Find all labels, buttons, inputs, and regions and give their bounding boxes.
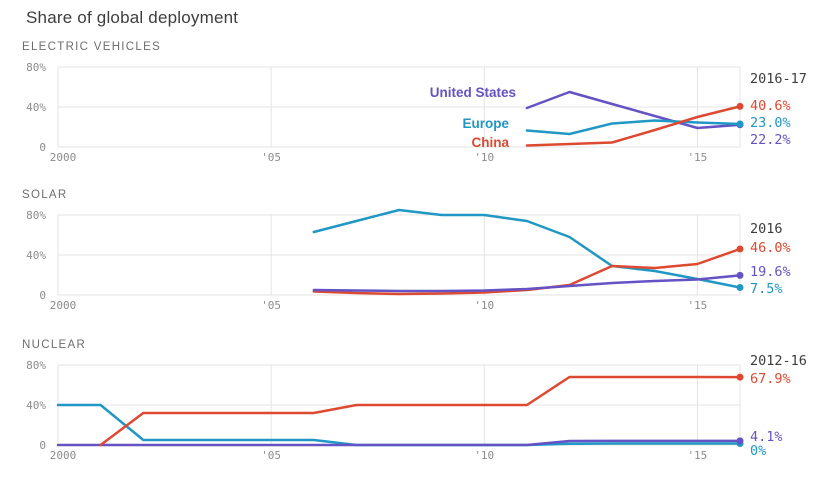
y-tick-label: 80% — [26, 209, 46, 222]
series-line-europe — [525, 119, 742, 136]
plot-solar: 80% 40% 0 2000 '05 '10 '15 2016 46.0% 19.6%7.5% — [26, 208, 791, 312]
legend-label-china: China — [471, 135, 509, 150]
end-value-europe: 7.5% — [750, 281, 783, 297]
legend-label-europe: Europe — [462, 116, 509, 131]
panel-label-nuclear: NUCLEAR — [22, 339, 87, 351]
series-line-europe — [56, 403, 742, 447]
y-tick-label: 40% — [26, 249, 46, 262]
x-tick-label: '15 — [687, 299, 707, 312]
end-value-united_states: 4.1% — [750, 429, 783, 445]
x-tick-label: '05 — [261, 151, 281, 164]
x-tick-label: 2000 — [50, 151, 77, 164]
series-line-europe — [312, 208, 742, 289]
end-dot-united_states — [736, 437, 744, 445]
panel-electric-vehicles: ELECTRIC VEHICLES 80% 40% 0 2000 '05 '10 '15 20… — [0, 39, 838, 169]
end-value-china: 46.0% — [750, 240, 791, 256]
end-period-label: 2016-17 — [750, 71, 807, 87]
legend-label-united_states: United States — [430, 85, 516, 100]
end-value-europe: 23.0% — [750, 115, 791, 131]
end-dot-europe — [736, 284, 744, 291]
x-tick-label: '10 — [474, 299, 494, 312]
x-tick-label: '10 — [474, 151, 494, 164]
end-dot-china — [736, 245, 744, 253]
y-tick-label: 0 — [39, 141, 46, 154]
series-line-united_states — [312, 274, 742, 293]
plot-nuclear: 80% 40% 0 2000 '05 '10 '15 2012-16 67.9% 4.1%0% — [26, 355, 807, 462]
panel-label-solar: SOLAR — [22, 189, 68, 201]
y-tick-label: 80% — [26, 359, 46, 372]
x-tick-label: '15 — [687, 449, 707, 462]
series-line-united_states — [56, 439, 742, 447]
end-period-label: 2012-16 — [750, 355, 807, 369]
end-value-china: 40.6% — [750, 98, 791, 114]
x-tick-label: '05 — [261, 299, 281, 312]
end-dot-china — [736, 102, 744, 110]
end-value-united_states: 19.6% — [750, 264, 791, 280]
y-tick-label: 0 — [39, 439, 46, 452]
y-tick-label: 40% — [26, 399, 46, 412]
x-tick-label: '10 — [474, 449, 494, 462]
end-value-china: 67.9% — [750, 371, 791, 387]
x-tick-label: '15 — [687, 151, 707, 164]
x-tick-label: '05 — [261, 449, 281, 462]
x-tick-label: 2000 — [50, 449, 77, 462]
end-period-label: 2016 — [750, 221, 783, 237]
end-dot-europe — [736, 120, 744, 128]
plot-electric-vehicles: 80% 40% 0 2000 '05 '10 '15 2016-17 40.6%23.0%22.… — [26, 61, 807, 164]
end-value-united_states: 22.2% — [750, 132, 791, 148]
panel-nuclear: NUCLEAR 80% 40% 0 2000 '05 '10 '15 2012-16 67.9%… — [0, 337, 838, 467]
page-title: Share of global deployment — [26, 8, 239, 27]
panel-label-electric-vehicles: ELECTRIC VEHICLES — [22, 41, 162, 53]
y-tick-label: 40% — [26, 101, 46, 114]
y-tick-label: 80% — [26, 61, 46, 74]
x-tick-label: 2000 — [50, 299, 77, 312]
end-dot-china — [736, 373, 744, 381]
series-line-china — [99, 375, 742, 447]
panel-solar: SOLAR 80% 40% 0 2000 '05 '10 '15 2016 46.0% 19.6%… — [0, 187, 838, 317]
y-tick-label: 0 — [39, 289, 46, 302]
series-line-china — [525, 105, 742, 147]
end-value-europe: 0% — [750, 443, 766, 459]
series-line-china — [312, 247, 742, 296]
series-line-united_states — [525, 90, 742, 130]
end-dot-united_states — [736, 271, 744, 279]
